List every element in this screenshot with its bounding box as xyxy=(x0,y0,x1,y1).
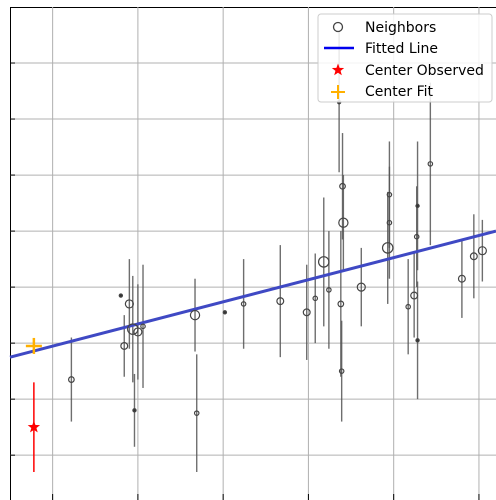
legend: Neighbors Fitted Line Center Observed Ce… xyxy=(317,13,493,103)
neighbor-point xyxy=(118,293,124,298)
neighbor-point xyxy=(338,368,345,374)
legend-center-observed-label: Center Observed xyxy=(365,63,484,79)
neighbor-point xyxy=(356,282,366,292)
legend-center-fit-marker xyxy=(331,85,345,99)
neighbor-point xyxy=(469,252,478,261)
fitted-line xyxy=(9,229,496,359)
center-observed-star xyxy=(27,420,41,433)
neighbor-point xyxy=(189,309,201,321)
neighbor-point xyxy=(276,297,285,306)
neighbor-point xyxy=(415,338,420,343)
legend-neighbors-marker xyxy=(332,21,344,33)
neighbor-point xyxy=(410,291,419,300)
neighbor-point xyxy=(477,246,487,256)
neighbor-point xyxy=(133,327,143,337)
neighbor-point xyxy=(381,242,394,254)
legend-neighbors-label: Neighbors xyxy=(365,20,436,36)
neighbor-point xyxy=(338,217,349,228)
neighbor-point xyxy=(124,299,134,309)
neighbor-point xyxy=(193,410,200,416)
neighbor-point xyxy=(337,300,345,308)
neighbor-point xyxy=(120,341,129,350)
neighbor-point xyxy=(386,191,393,198)
axis-ticks xyxy=(10,62,480,500)
neighbor-point xyxy=(240,301,247,307)
neighbor-point xyxy=(405,303,411,310)
neighbor-point xyxy=(339,182,346,190)
neighbor-points xyxy=(67,100,487,416)
legend-center-observed-marker xyxy=(331,63,345,76)
neighbor-point xyxy=(415,203,420,209)
neighbor-point xyxy=(312,295,319,302)
neighbor-point xyxy=(140,323,146,330)
neighbor-point xyxy=(427,161,434,167)
legend-center-fit-label: Center Fit xyxy=(365,84,433,100)
neighbor-point xyxy=(413,233,420,240)
neighbor-point xyxy=(457,274,466,283)
neighbor-point xyxy=(132,408,137,413)
neighbor-point xyxy=(67,376,75,383)
fitted-line-layer xyxy=(9,229,496,359)
neighbor-point xyxy=(317,256,330,268)
center-markers xyxy=(25,337,42,472)
neighbor-point xyxy=(386,219,393,226)
center-fit-plus xyxy=(25,337,42,354)
neighbor-point xyxy=(126,323,139,335)
neighbor-point xyxy=(222,310,228,315)
neighbor-point xyxy=(302,308,311,317)
neighbor-point xyxy=(326,287,332,293)
legend-fitted-line-label: Fitted Line xyxy=(365,41,438,57)
legend-box xyxy=(317,13,493,103)
